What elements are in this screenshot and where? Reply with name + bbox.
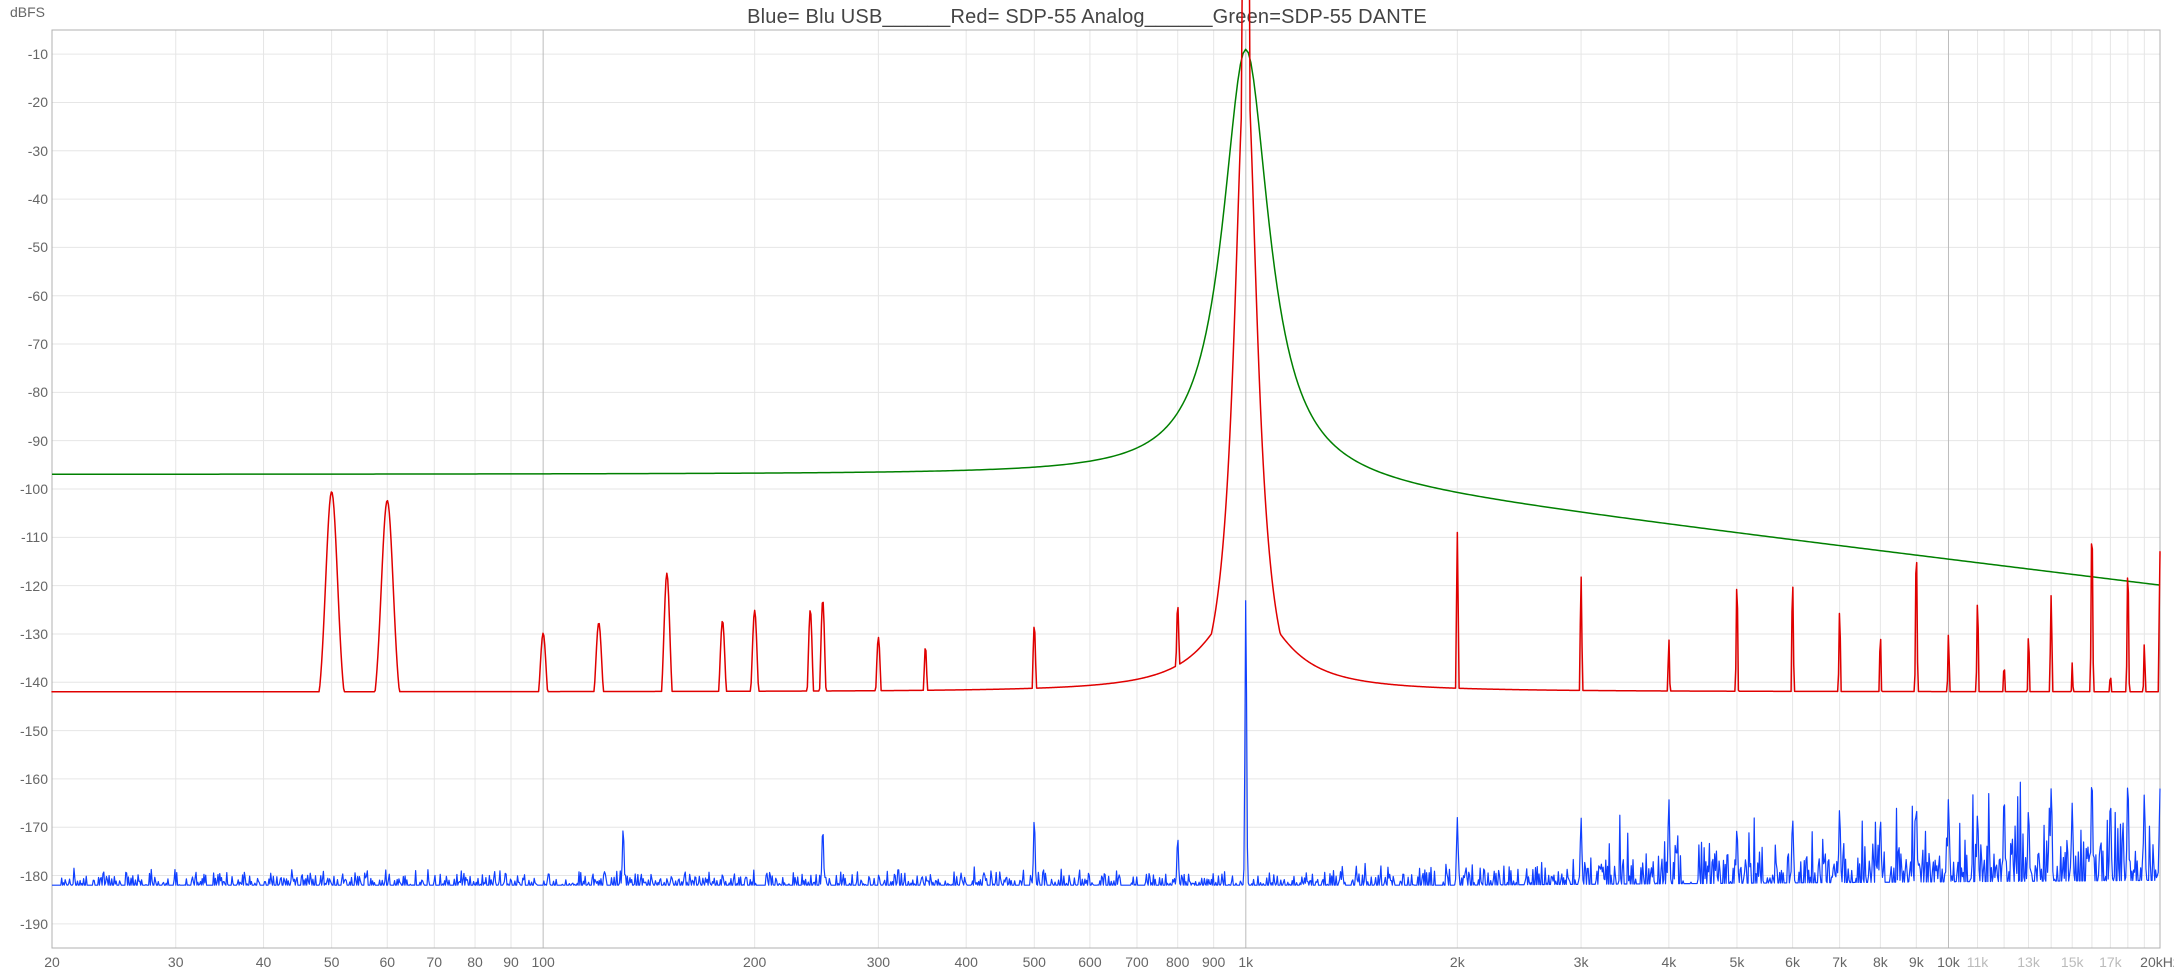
y-tick-label: -30 (8, 143, 48, 159)
y-tick-label: -110 (8, 529, 48, 545)
x-tick-label: 20kHz (2140, 954, 2174, 970)
x-tick-label: 30 (168, 954, 184, 970)
y-tick-label: -140 (8, 674, 48, 690)
x-tick-label: 2k (1450, 954, 1465, 970)
x-tick-label: 9k (1909, 954, 1924, 970)
chart-container: dBFS Blue= Blu USB______Red= SDP-55 Anal… (0, 0, 2174, 980)
x-tick-label: 20 (44, 954, 60, 970)
x-tick-label: 15k (2061, 954, 2084, 970)
x-tick-label: 5k (1730, 954, 1745, 970)
y-tick-label: -40 (8, 191, 48, 207)
x-tick-label: 8k (1873, 954, 1888, 970)
x-tick-label: 800 (1166, 954, 1189, 970)
x-tick-label: 900 (1202, 954, 1225, 970)
y-tick-label: -60 (8, 288, 48, 304)
y-tick-label: -130 (8, 626, 48, 642)
x-tick-label: 400 (955, 954, 978, 970)
x-tick-label: 4k (1661, 954, 1676, 970)
x-tick-label: 17k (2099, 954, 2122, 970)
y-tick-label: -70 (8, 336, 48, 352)
y-tick-label: -10 (8, 46, 48, 62)
x-tick-label: 40 (256, 954, 272, 970)
x-tick-label: 200 (743, 954, 766, 970)
x-tick-label: 11k (1967, 954, 1989, 970)
x-tick-label: 300 (867, 954, 890, 970)
x-tick-label: 1k (1238, 954, 1253, 970)
chart-svg (0, 0, 2174, 980)
y-tick-label: -50 (8, 239, 48, 255)
x-tick-label: 90 (503, 954, 519, 970)
x-tick-label: 100 (531, 954, 554, 970)
y-tick-label: -190 (8, 916, 48, 932)
x-tick-label: 3k (1574, 954, 1589, 970)
x-tick-label: 13k (2017, 954, 2040, 970)
y-tick-label: -150 (8, 723, 48, 739)
y-tick-label: -180 (8, 868, 48, 884)
x-tick-label: 70 (427, 954, 443, 970)
x-tick-label: 50 (324, 954, 340, 970)
y-tick-label: -90 (8, 433, 48, 449)
x-tick-label: 10k (1937, 954, 1960, 970)
x-tick-label: 7k (1832, 954, 1847, 970)
y-tick-label: -120 (8, 578, 48, 594)
y-tick-label: -100 (8, 481, 48, 497)
x-tick-label: 6k (1785, 954, 1800, 970)
x-tick-label: 60 (379, 954, 395, 970)
x-tick-label: 80 (467, 954, 483, 970)
y-tick-label: -80 (8, 384, 48, 400)
y-tick-label: -160 (8, 771, 48, 787)
x-tick-label: 500 (1023, 954, 1046, 970)
y-tick-label: -20 (8, 94, 48, 110)
y-tick-label: -170 (8, 819, 48, 835)
x-tick-label: 600 (1078, 954, 1101, 970)
x-tick-label: 700 (1125, 954, 1148, 970)
